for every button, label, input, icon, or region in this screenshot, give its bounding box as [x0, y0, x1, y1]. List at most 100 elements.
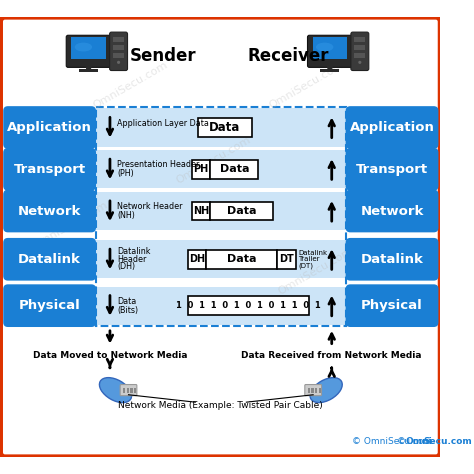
FancyBboxPatch shape	[113, 53, 124, 58]
FancyBboxPatch shape	[346, 190, 438, 232]
Text: DT: DT	[279, 254, 293, 264]
Text: Receiver: Receiver	[247, 47, 329, 65]
FancyBboxPatch shape	[127, 388, 129, 393]
FancyBboxPatch shape	[123, 388, 125, 393]
Text: Sender: Sender	[129, 47, 196, 65]
FancyBboxPatch shape	[71, 37, 106, 59]
Text: Physical: Physical	[19, 299, 81, 312]
Polygon shape	[85, 65, 92, 70]
Text: Network Header: Network Header	[118, 202, 183, 211]
FancyBboxPatch shape	[109, 32, 128, 71]
FancyBboxPatch shape	[346, 284, 438, 327]
Text: Header: Header	[118, 255, 147, 264]
Text: Data: Data	[118, 297, 137, 306]
Text: Secu.com: Secu.com	[424, 437, 473, 446]
FancyBboxPatch shape	[96, 109, 346, 146]
FancyBboxPatch shape	[188, 250, 207, 269]
FancyBboxPatch shape	[191, 160, 210, 179]
Text: Network: Network	[18, 204, 82, 218]
Text: Network Media (Example: Twisted Pair Cable): Network Media (Example: Twisted Pair Cab…	[118, 401, 323, 410]
FancyBboxPatch shape	[113, 45, 124, 50]
Text: Data Moved to Network Media: Data Moved to Network Media	[33, 351, 187, 360]
FancyBboxPatch shape	[351, 32, 369, 71]
FancyBboxPatch shape	[346, 148, 438, 191]
Text: OmniSecu.com: OmniSecu.com	[31, 200, 109, 250]
Text: Data: Data	[219, 164, 249, 174]
FancyBboxPatch shape	[3, 190, 96, 232]
FancyBboxPatch shape	[3, 238, 96, 281]
Ellipse shape	[316, 43, 333, 52]
Text: Transport: Transport	[356, 163, 428, 176]
FancyBboxPatch shape	[346, 238, 438, 281]
Ellipse shape	[100, 378, 132, 402]
Text: © OmniSecu.com: © OmniSecu.com	[352, 437, 432, 446]
Text: ©: ©	[397, 437, 409, 446]
FancyBboxPatch shape	[66, 35, 111, 67]
FancyBboxPatch shape	[320, 69, 339, 72]
Text: Datalink: Datalink	[18, 253, 81, 266]
FancyBboxPatch shape	[346, 106, 438, 149]
Text: Datalink: Datalink	[361, 253, 423, 266]
Text: (DT): (DT)	[298, 263, 313, 269]
FancyBboxPatch shape	[355, 37, 365, 42]
FancyBboxPatch shape	[315, 388, 317, 393]
FancyBboxPatch shape	[130, 388, 133, 393]
Ellipse shape	[358, 61, 361, 64]
FancyBboxPatch shape	[120, 384, 137, 396]
FancyBboxPatch shape	[188, 296, 309, 315]
Text: (NH): (NH)	[118, 211, 135, 220]
Text: Datalink: Datalink	[118, 247, 151, 256]
Text: (Bits): (Bits)	[118, 306, 138, 315]
FancyBboxPatch shape	[3, 106, 96, 149]
FancyBboxPatch shape	[3, 284, 96, 327]
FancyBboxPatch shape	[210, 202, 273, 220]
Text: Data: Data	[227, 206, 256, 216]
Text: Data: Data	[227, 254, 256, 264]
Text: OmniSecu.com: OmniSecu.com	[268, 60, 346, 111]
FancyBboxPatch shape	[207, 250, 277, 269]
FancyBboxPatch shape	[355, 45, 365, 50]
Text: (PH): (PH)	[118, 169, 134, 178]
Text: Trailer: Trailer	[298, 256, 320, 262]
Text: Application: Application	[350, 121, 435, 134]
Text: 1  0  1  1  0  1  0  1  0  1  1  0  1: 1 0 1 1 0 1 0 1 0 1 1 0 1	[176, 301, 320, 310]
Text: Application Layer Data: Application Layer Data	[118, 119, 209, 128]
Polygon shape	[327, 65, 333, 70]
Text: (DH): (DH)	[118, 262, 136, 271]
FancyBboxPatch shape	[134, 388, 137, 393]
Text: Data Received from Network Media: Data Received from Network Media	[241, 351, 422, 360]
Text: OmniSecu.com: OmniSecu.com	[91, 60, 169, 111]
FancyBboxPatch shape	[305, 384, 321, 396]
Text: OmniSecu.com: OmniSecu.com	[175, 135, 253, 185]
Text: DH: DH	[189, 254, 205, 264]
Ellipse shape	[117, 61, 120, 64]
FancyBboxPatch shape	[312, 37, 347, 59]
Text: Network: Network	[360, 204, 424, 218]
Text: Omni: Omni	[405, 437, 432, 446]
Text: PH: PH	[193, 164, 209, 174]
FancyBboxPatch shape	[113, 37, 124, 42]
FancyBboxPatch shape	[191, 202, 210, 220]
FancyBboxPatch shape	[0, 16, 441, 458]
Text: OmniSecu.com: OmniSecu.com	[277, 246, 355, 297]
Text: Datalink: Datalink	[298, 250, 328, 256]
Text: NH: NH	[193, 206, 209, 216]
Text: Presentation Header: Presentation Header	[118, 160, 200, 169]
Text: Data: Data	[210, 121, 241, 134]
FancyBboxPatch shape	[96, 192, 346, 230]
FancyBboxPatch shape	[3, 148, 96, 191]
Ellipse shape	[75, 43, 92, 52]
Text: Application: Application	[7, 121, 92, 134]
FancyBboxPatch shape	[96, 287, 346, 325]
FancyBboxPatch shape	[198, 118, 252, 137]
Text: Physical: Physical	[361, 299, 423, 312]
FancyBboxPatch shape	[96, 240, 346, 278]
FancyBboxPatch shape	[96, 150, 346, 188]
FancyBboxPatch shape	[277, 250, 295, 269]
FancyBboxPatch shape	[355, 53, 365, 58]
FancyBboxPatch shape	[79, 69, 98, 72]
FancyBboxPatch shape	[319, 388, 321, 393]
Text: Transport: Transport	[14, 163, 86, 176]
FancyBboxPatch shape	[308, 35, 352, 67]
FancyBboxPatch shape	[210, 160, 258, 179]
